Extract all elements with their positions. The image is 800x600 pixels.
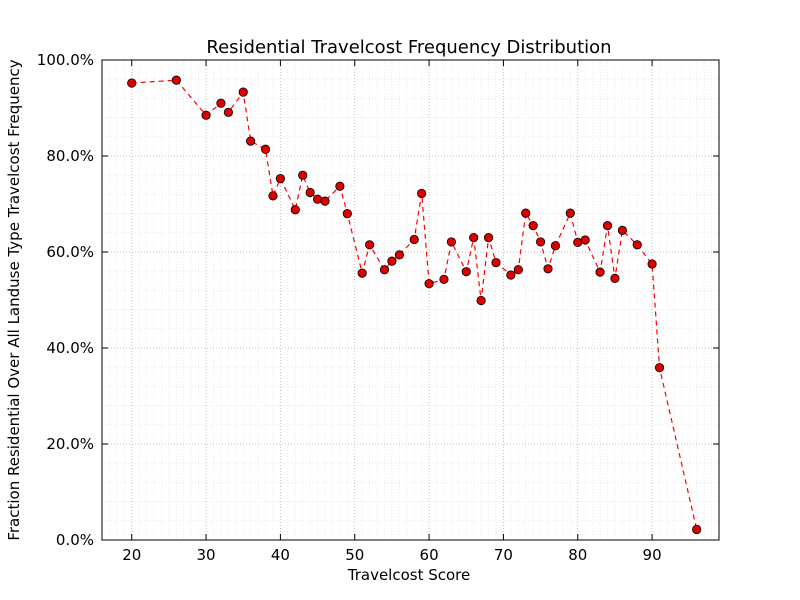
data-point — [379, 265, 390, 275]
plot-frame — [101, 59, 720, 541]
y-tick-label: 80.0% — [46, 147, 94, 165]
data-point — [483, 233, 494, 243]
y-tick-label: 40.0% — [46, 339, 94, 357]
data-point — [320, 196, 330, 206]
chart-title: Residential Travelcost Frequency Distrib… — [206, 37, 611, 58]
axis-ticks — [102, 59, 719, 541]
grid-minor — [101, 60, 720, 540]
data-point — [298, 170, 308, 180]
data-point — [580, 235, 590, 245]
data-point — [290, 205, 300, 215]
x-tick-label: 60 — [420, 546, 439, 564]
data-point — [201, 110, 211, 120]
data-point — [439, 274, 449, 284]
y-axis-label: Fraction Residential Over All Landuse Ty… — [5, 59, 23, 540]
data-point — [238, 87, 248, 97]
data-point — [335, 181, 345, 191]
x-axis-label: Travelcost Score — [347, 566, 471, 584]
x-tick-label: 30 — [197, 546, 216, 564]
data-point — [469, 233, 479, 243]
data-point — [365, 240, 375, 250]
data-point — [595, 267, 605, 277]
data-point — [223, 107, 233, 117]
data-point — [602, 221, 613, 231]
x-tick-label: 50 — [345, 546, 364, 564]
y-tick-label: 60.0% — [46, 243, 94, 261]
data-point — [342, 209, 352, 219]
x-tick-label: 20 — [122, 546, 141, 564]
data-point — [305, 187, 315, 198]
y-tick-label: 100.0% — [37, 51, 94, 69]
data-point — [246, 136, 256, 146]
data-point — [461, 267, 471, 277]
data-point — [357, 268, 367, 278]
data-point — [216, 98, 226, 108]
data-point — [417, 188, 427, 199]
data-point — [654, 363, 665, 373]
data-point — [506, 270, 516, 280]
data-point — [692, 524, 702, 535]
data-point — [409, 234, 419, 245]
data-point — [610, 273, 620, 283]
data-point — [171, 75, 181, 85]
data-point — [312, 194, 323, 204]
data-point — [521, 208, 531, 218]
x-tick-label: 70 — [494, 546, 513, 564]
data-point — [565, 208, 575, 218]
data-point — [268, 191, 278, 201]
grid-major — [102, 59, 719, 541]
y-tick-label: 0.0% — [56, 531, 94, 549]
data-point — [260, 144, 271, 154]
x-tick-labels: 20 30 40 50 60 70 80 90 — [122, 546, 661, 564]
data-point — [543, 264, 553, 274]
series-markers — [127, 75, 702, 535]
x-tick-label: 40 — [271, 546, 290, 564]
data-point — [528, 221, 538, 231]
data-point — [513, 265, 523, 275]
data-point — [446, 237, 456, 247]
data-point — [476, 295, 486, 306]
data-point — [647, 259, 657, 269]
data-point — [617, 225, 627, 235]
data-point — [394, 250, 404, 260]
data-point — [387, 256, 397, 266]
data-point — [424, 279, 434, 289]
x-tick-label: 90 — [643, 546, 662, 564]
x-tick-label: 80 — [568, 546, 587, 564]
data-point — [632, 240, 642, 250]
data-point — [127, 78, 137, 88]
y-tick-labels: 0.0% 20.0% 40.0% 60.0% 80.0% 100.0% — [37, 51, 94, 549]
data-point — [491, 257, 501, 268]
data-point — [550, 241, 561, 251]
data-point — [535, 237, 546, 247]
y-tick-label: 20.0% — [46, 435, 94, 453]
data-point — [275, 173, 286, 184]
